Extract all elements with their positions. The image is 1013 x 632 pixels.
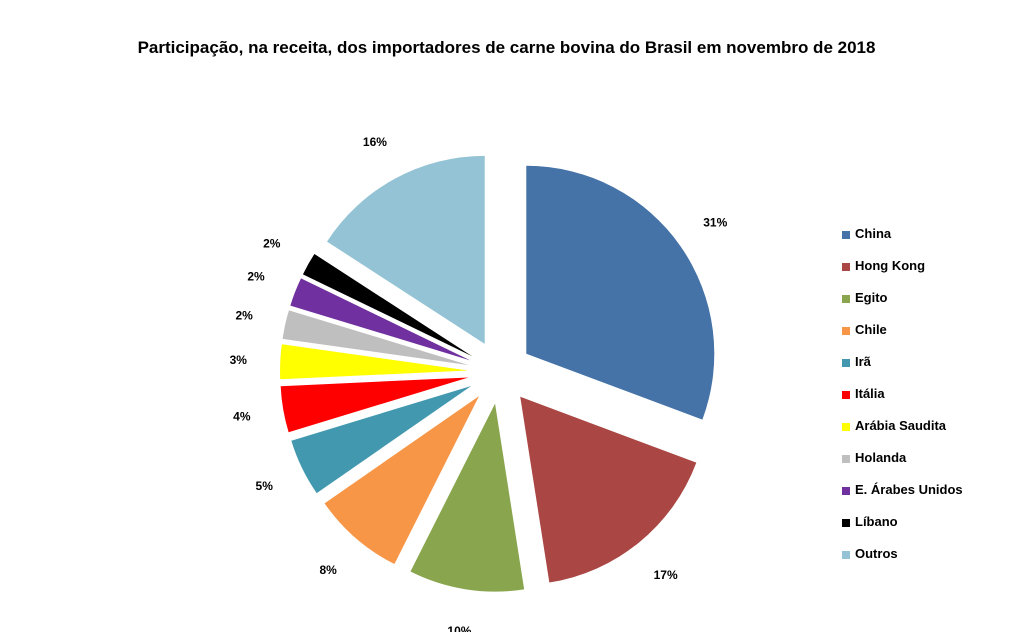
- legend-swatch: [842, 423, 850, 431]
- data-label-arabia-saudita: 3%: [230, 353, 248, 367]
- data-label-hong-kong: 17%: [654, 568, 678, 582]
- data-label-ira: 5%: [256, 479, 274, 493]
- legend-swatch: [842, 551, 850, 559]
- pie-slice-ira: [291, 385, 472, 494]
- legend-swatch: [842, 455, 850, 463]
- legend-item-chile: Chile: [842, 322, 1007, 354]
- pie-slice-chile: [324, 396, 480, 565]
- legend-swatch: [842, 295, 850, 303]
- legend-label: Chile: [855, 322, 887, 337]
- legend-label: Hong Kong: [855, 258, 926, 273]
- data-label-libano: 2%: [263, 236, 281, 250]
- legend-label: Líbano: [855, 514, 898, 529]
- legend: China Hong Kong Egito Chile Irã Itália Arábia …: [842, 226, 1007, 578]
- data-label-italia: 4%: [233, 410, 251, 424]
- legend-swatch: [842, 263, 850, 271]
- legend-label: E. Árabes Unidos: [855, 482, 963, 497]
- legend-item-outros: Outros: [842, 546, 1007, 578]
- legend-swatch: [842, 391, 850, 399]
- legend-swatch: [842, 231, 850, 239]
- legend-label: Egito: [855, 290, 888, 305]
- legend-label: Holanda: [855, 450, 907, 465]
- pie-slice-holanda: [282, 310, 469, 366]
- pie-slice-egito: [410, 403, 525, 592]
- legend-item-libano: Líbano: [842, 514, 1007, 546]
- data-label-outros: 16%: [363, 135, 387, 149]
- data-label-china: 31%: [703, 216, 727, 230]
- legend-item-holanda: Holanda: [842, 450, 1007, 482]
- pie-slice-hong-kong: [520, 396, 697, 583]
- legend-item-egito: Egito: [842, 290, 1007, 322]
- data-label-holanda: 2%: [236, 308, 254, 322]
- pie-slice-e-arabes-unidos: [290, 278, 471, 361]
- legend-item-ira: Irã: [842, 354, 1007, 386]
- legend-label: Irã: [855, 354, 871, 369]
- legend-label: Outros: [855, 546, 898, 561]
- legend-label: Itália: [855, 386, 885, 401]
- pie-slice-libano: [302, 253, 473, 357]
- legend-swatch: [842, 327, 850, 335]
- data-label-chile: 8%: [319, 563, 337, 577]
- data-label-e-arabes-unidos: 2%: [247, 269, 265, 283]
- legend-item-hong-kong: Hong Kong: [842, 258, 1007, 290]
- data-label-egito: 10%: [447, 624, 471, 632]
- legend-swatch: [842, 487, 850, 495]
- legend-label: China: [855, 226, 892, 241]
- legend-item-italia: Itália: [842, 386, 1007, 418]
- chart-title: Participação, na receita, dos importador…: [137, 38, 876, 57]
- pie-slice-outros: [327, 155, 485, 344]
- legend-item-china: China: [842, 226, 1007, 258]
- legend-swatch: [842, 359, 850, 367]
- pie-slice-italia: [280, 377, 469, 433]
- legend-label: Arábia Saudita: [855, 418, 947, 433]
- pie-slice-arabia-saudita: [280, 344, 469, 380]
- legend-item-e-arabes-unidos: E. Árabes Unidos: [842, 482, 1007, 514]
- legend-item-arabia-saudita: Arábia Saudita: [842, 418, 1007, 450]
- legend-swatch: [842, 519, 850, 527]
- pie-slice-china: [526, 165, 715, 420]
